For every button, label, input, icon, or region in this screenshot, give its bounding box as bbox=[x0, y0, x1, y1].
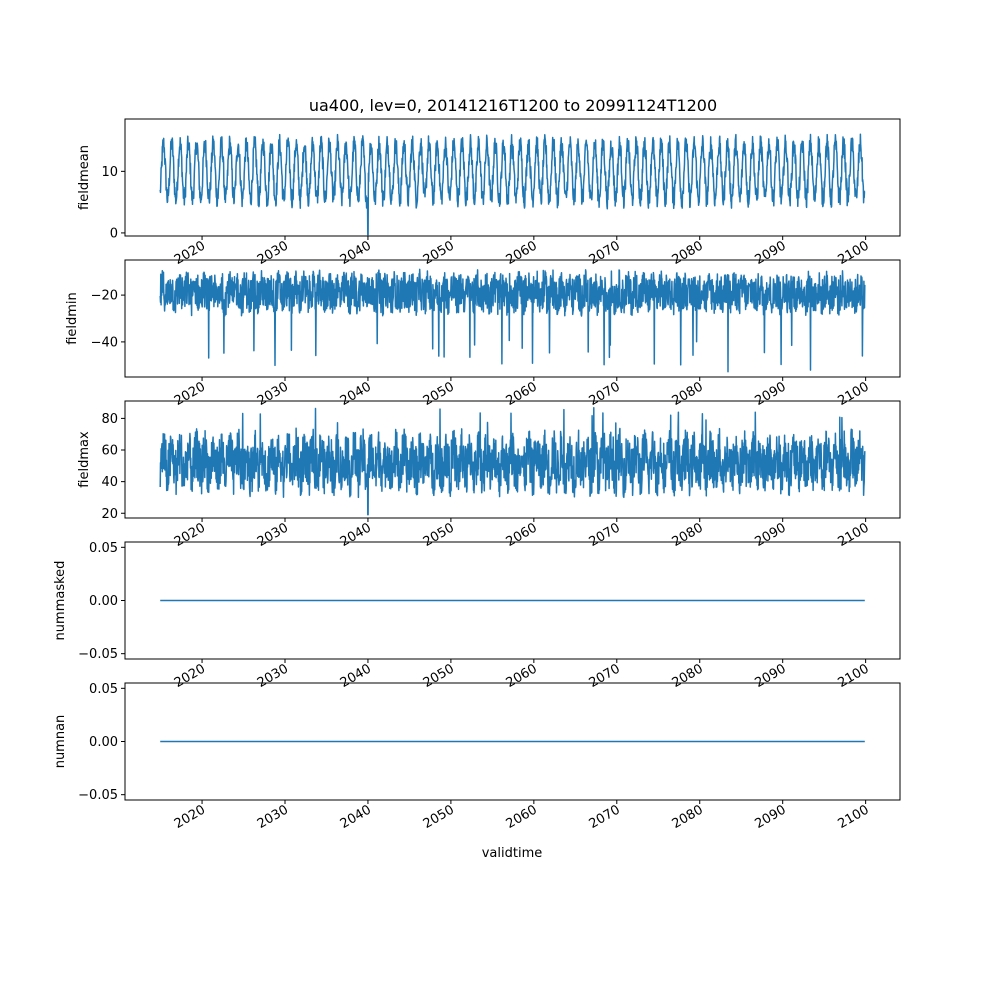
series-line-fieldmean bbox=[159, 133, 866, 236]
x-tick-label: 2090 bbox=[753, 520, 789, 550]
subplot-fieldmean: 0 10 2020 2030 2040 2050 2060 2070 2080 2090 2100 f… bbox=[77, 118, 901, 268]
x-tick-label: 2040 bbox=[338, 379, 374, 409]
x-tick-label: 2030 bbox=[255, 379, 291, 409]
y-tick-label: 0.05 bbox=[89, 682, 118, 697]
axes-frame bbox=[124, 259, 901, 378]
y-tick-label: 60 bbox=[101, 444, 118, 459]
y-axis-label: fieldmax bbox=[77, 431, 92, 488]
x-tick-label: 2070 bbox=[587, 238, 623, 268]
x-tick-label: 2050 bbox=[421, 520, 457, 550]
y-tick-label: 0.00 bbox=[89, 735, 118, 750]
y-tick-label: 40 bbox=[101, 475, 118, 490]
x-tick-label: 2060 bbox=[504, 661, 540, 691]
y-tick-label: 0 bbox=[110, 226, 118, 241]
x-tick-label: 2040 bbox=[338, 802, 374, 832]
x-tick-label: 2020 bbox=[172, 238, 208, 268]
x-tick-label: 2030 bbox=[255, 661, 291, 691]
y-tick-label: −0.05 bbox=[78, 647, 118, 662]
y-tick-label: 20 bbox=[101, 507, 118, 522]
y-tick-label: 0.00 bbox=[89, 594, 118, 609]
x-tick-label: 2070 bbox=[587, 520, 623, 550]
axes-frame bbox=[124, 118, 901, 237]
x-tick-label: 2090 bbox=[753, 802, 789, 832]
x-tick-label: 2080 bbox=[670, 802, 706, 832]
x-tick-label: 2100 bbox=[835, 238, 871, 268]
y-tick-label: 0.05 bbox=[89, 541, 118, 556]
y-tick-label: −20 bbox=[91, 289, 118, 304]
x-axis-label: validtime bbox=[482, 846, 543, 861]
x-tick-label: 2080 bbox=[670, 379, 706, 409]
y-axis-label: numnan bbox=[53, 715, 68, 769]
x-tick-label: 2040 bbox=[338, 238, 374, 268]
x-tick-label: 2080 bbox=[670, 238, 706, 268]
series-line-fieldmax bbox=[159, 407, 866, 516]
chart-title: ua400, lev=0, 20141216T1200 to 20991124T… bbox=[309, 96, 717, 115]
x-tick-label: 2020 bbox=[172, 802, 208, 832]
x-tick-label: 2050 bbox=[421, 661, 457, 691]
x-tick-label: 2080 bbox=[670, 520, 706, 550]
subplot-nummasked: −0.05 0.00 0.05 2020 2030 2040 2050 2060 2070 208… bbox=[53, 541, 901, 691]
x-tick-label: 2100 bbox=[835, 661, 871, 691]
subplot-fieldmin: −40 −20 2020 2030 2040 2050 2060 2070 2080 2090 21… bbox=[65, 259, 901, 409]
x-tick-label: 2100 bbox=[835, 379, 871, 409]
y-axis-label: nummasked bbox=[53, 561, 68, 641]
x-tick-label: 2080 bbox=[670, 661, 706, 691]
y-tick-label: 80 bbox=[101, 412, 118, 427]
x-tick-label: 2060 bbox=[504, 379, 540, 409]
x-tick-label: 2020 bbox=[172, 661, 208, 691]
x-tick-label: 2070 bbox=[587, 661, 623, 691]
y-tick-label: −0.05 bbox=[78, 788, 118, 803]
x-tick-label: 2050 bbox=[421, 379, 457, 409]
x-tick-label: 2030 bbox=[255, 238, 291, 268]
x-tick-label: 2100 bbox=[835, 520, 871, 550]
x-tick-label: 2030 bbox=[255, 520, 291, 550]
x-tick-label: 2030 bbox=[255, 802, 291, 832]
x-tick-label: 2060 bbox=[504, 520, 540, 550]
subplot-numnan: −0.05 0.00 0.05 2020 2030 2040 2050 2060 2070 208… bbox=[53, 682, 901, 832]
x-tick-label: 2060 bbox=[504, 238, 540, 268]
y-tick-label: 10 bbox=[101, 165, 118, 180]
x-tick-label: 2050 bbox=[421, 802, 457, 832]
x-tick-label: 2090 bbox=[753, 661, 789, 691]
y-tick-label: −40 bbox=[91, 335, 118, 350]
x-tick-label: 2040 bbox=[338, 520, 374, 550]
x-tick-label: 2020 bbox=[172, 520, 208, 550]
x-tick-label: 2090 bbox=[753, 238, 789, 268]
x-tick-label: 2020 bbox=[172, 379, 208, 409]
x-tick-label: 2050 bbox=[421, 238, 457, 268]
x-tick-label: 2070 bbox=[587, 802, 623, 832]
x-tick-label: 2100 bbox=[835, 802, 871, 832]
x-tick-label: 2060 bbox=[504, 802, 540, 832]
series-line-fieldmin bbox=[159, 268, 866, 373]
x-tick-label: 2070 bbox=[587, 379, 623, 409]
y-axis-label: fieldmin bbox=[65, 292, 80, 345]
y-axis-label: fieldmean bbox=[77, 145, 92, 210]
axes-frame bbox=[124, 400, 901, 519]
x-tick-label: 2090 bbox=[753, 379, 789, 409]
x-tick-label: 2040 bbox=[338, 661, 374, 691]
